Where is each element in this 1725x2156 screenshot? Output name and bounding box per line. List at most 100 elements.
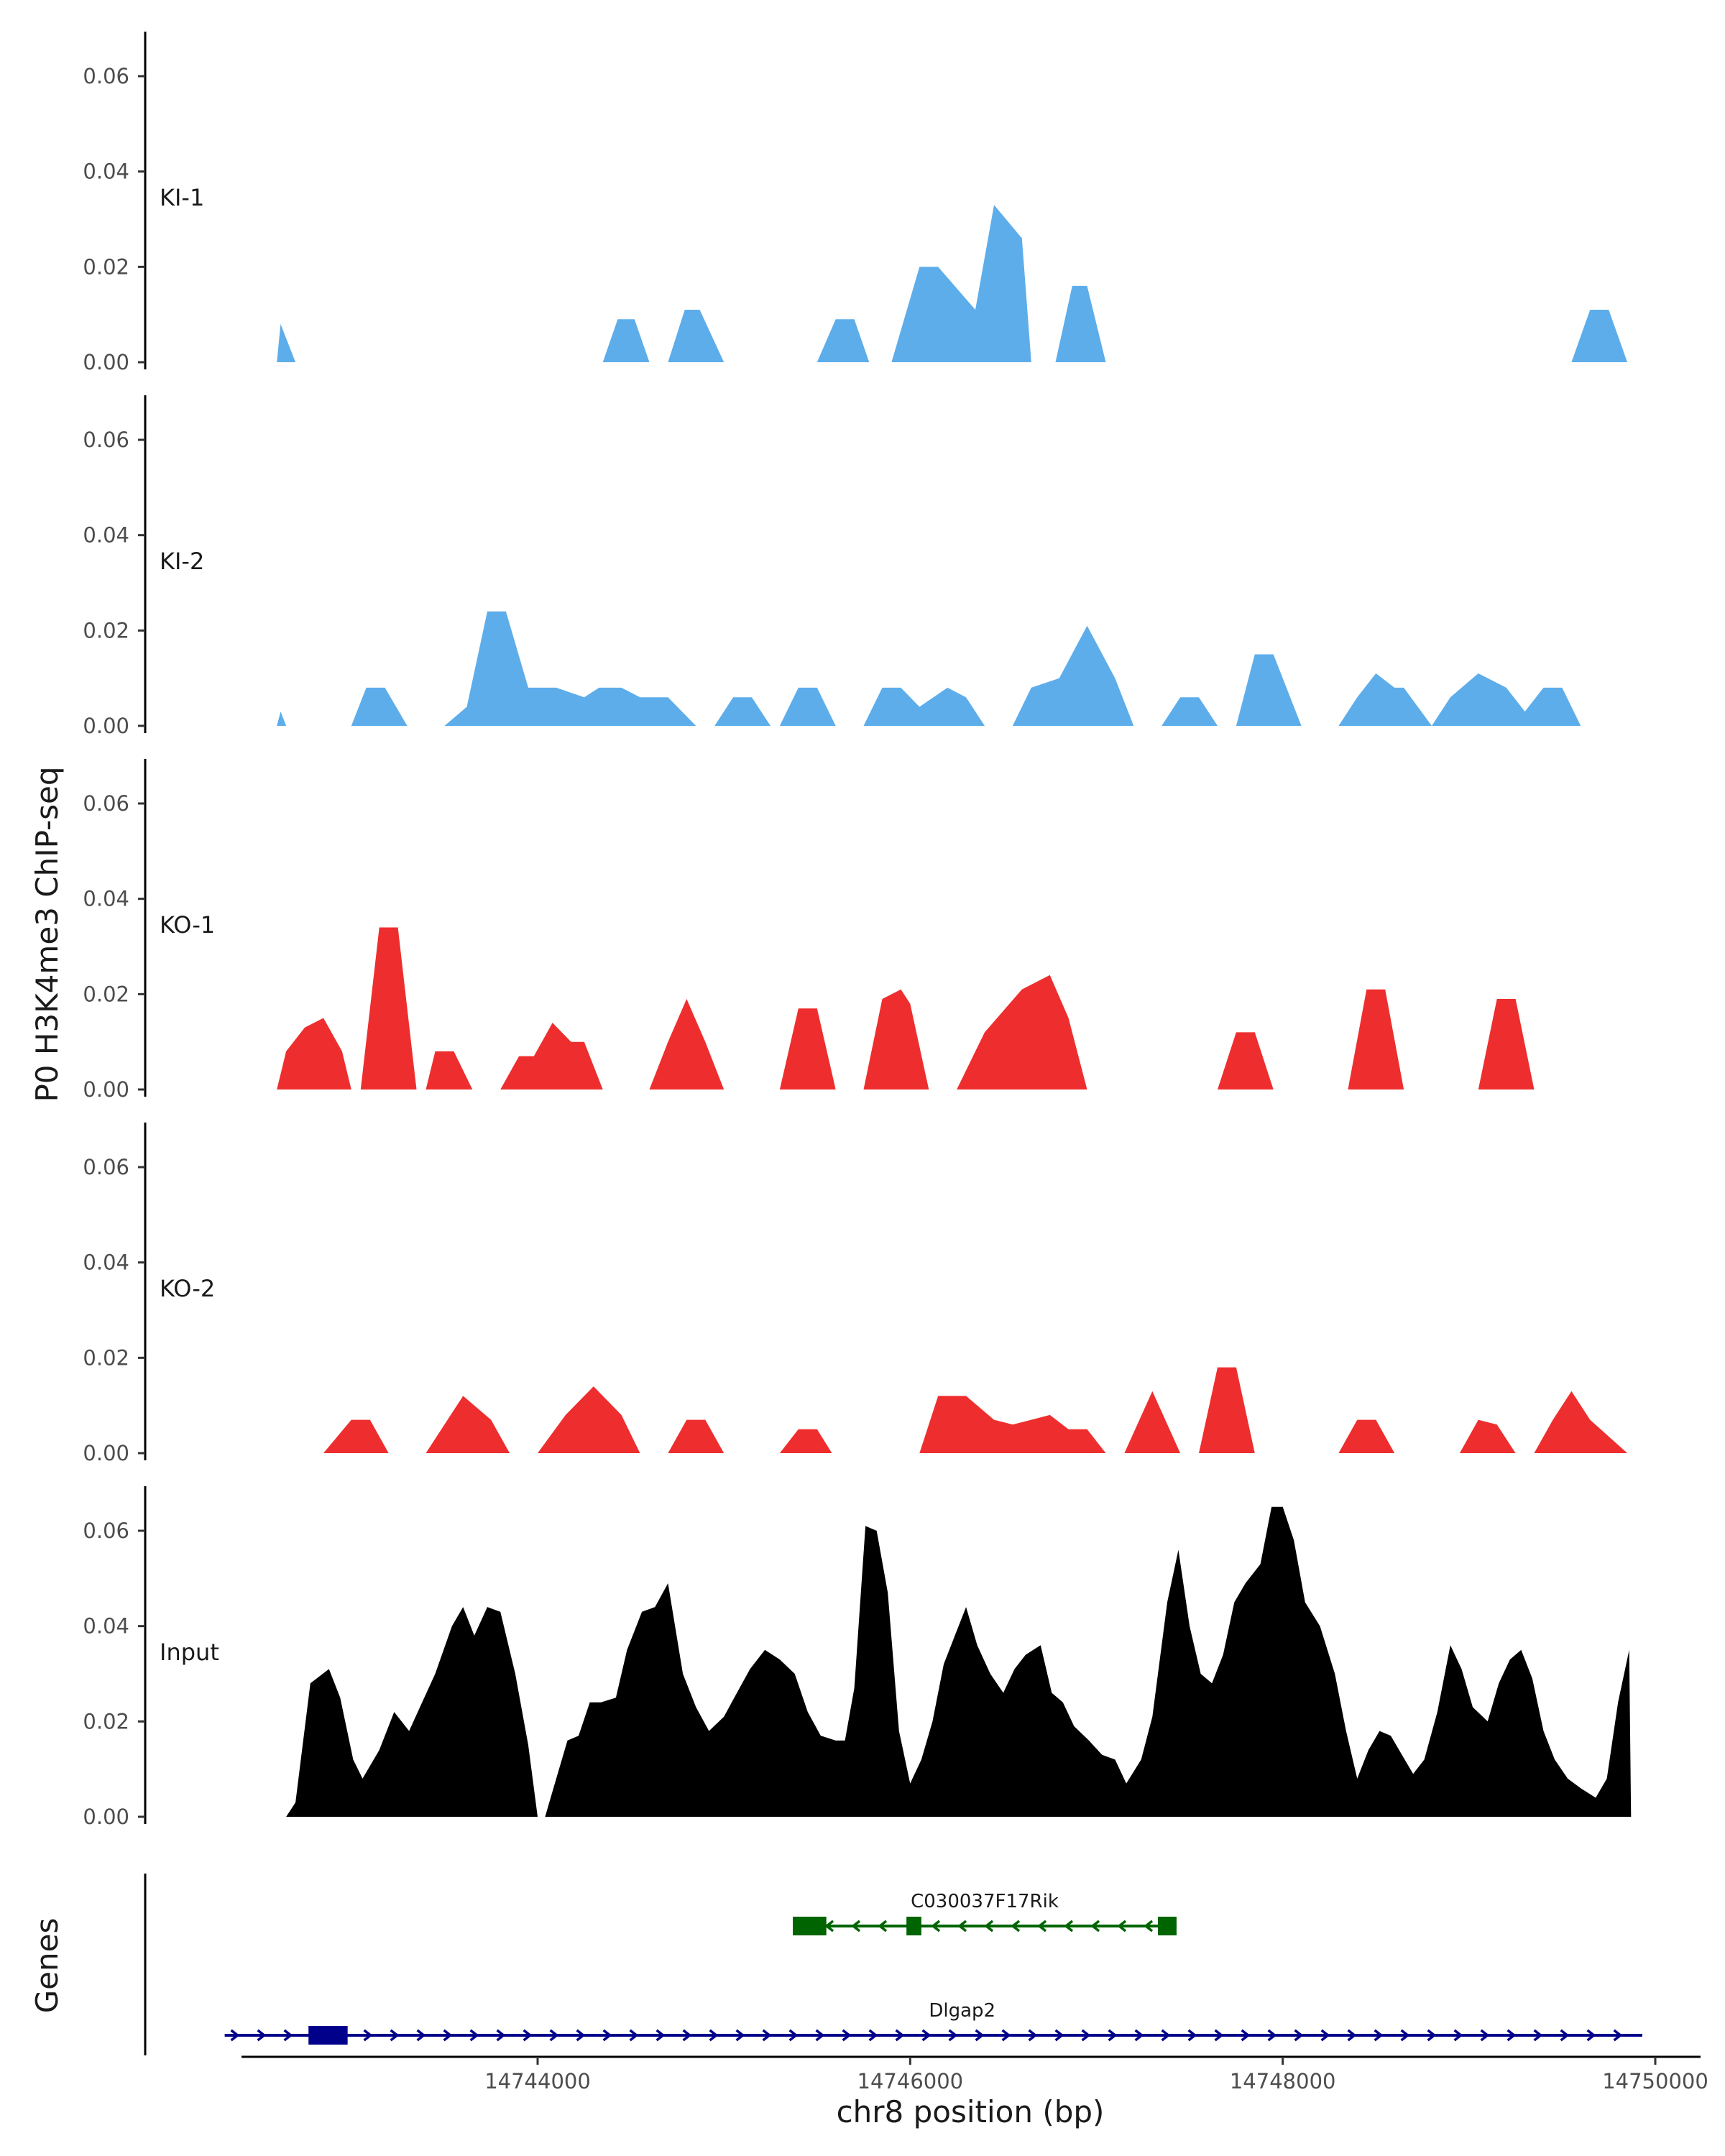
coverage-area [286,1506,1632,1817]
strand-arrow [602,2029,612,2042]
exon [793,1917,827,1935]
strand-arrow [1586,2029,1596,2042]
y-tick-label: 0.02 [83,1345,129,1370]
strand-arrow [230,2029,240,2042]
strand-arrow [788,2029,799,2042]
x-axis: 14744000 14746000 14748000 14750000 [242,2055,1708,2093]
strand-arrow [682,2029,692,2042]
strand-arrow [824,1920,834,1932]
strand-arrow [1090,1920,1100,1932]
track-ko-1: 0.00 0.02 0.04 0.06 KO-1 [83,759,1535,1102]
strand-arrow [931,1920,941,1932]
strand-arrow [443,2029,453,2042]
track-label: KO-1 [160,911,215,939]
track-label: KI-1 [160,184,204,211]
strand-arrow [1241,2029,1251,2042]
y-tick-label: 0.02 [83,1709,129,1733]
strand-arrow [469,2029,479,2042]
strand-arrow [390,2029,400,2042]
y-tick-label: 0.06 [83,791,129,816]
y-tick-label: 0.02 [83,254,129,279]
strand-arrow [1214,2029,1224,2042]
strand-arrow [1347,2029,1357,2042]
strand-arrow [1108,2029,1118,2042]
y-tick-label: 0.06 [83,428,129,452]
strand-arrow [1187,2029,1197,2042]
track-label: Input [160,1639,219,1666]
strand-arrow [1028,2029,1038,2042]
strand-arrow [416,2029,426,2042]
strand-arrow [984,1920,994,1932]
y-tick-label: 0.04 [83,1614,129,1639]
strand-arrow [1613,2029,1623,2042]
track-input: 0.00 0.02 0.04 0.06 Input [83,1486,1632,1829]
strand-arrow [1294,2029,1304,2042]
strand-arrow [1453,2029,1463,2042]
strand-arrow [975,2029,985,2042]
strand-arrow [842,2029,852,2042]
strand-arrow [629,2029,639,2042]
strand-arrow [1427,2029,1437,2042]
coverage-area [277,205,1628,362]
y-tick-label: 0.04 [83,1250,129,1275]
y-tick-label: 0.04 [83,160,129,184]
gene-dlgap2: Dlgap2 [224,2000,1642,2045]
y-tick-label: 0.06 [83,1155,129,1179]
y-tick-label: 0.00 [83,1441,129,1465]
y-tick-label: 0.02 [83,618,129,642]
y-tick-label: 0.04 [83,523,129,548]
strand-arrow [496,2029,506,2042]
exon [308,2026,348,2045]
strand-arrow [868,2029,878,2042]
strand-arrow [1267,2029,1277,2042]
strand-arrow [1560,2029,1570,2042]
strand-arrow [957,1920,967,1932]
genes-layer: C030037F17Rik Dlgap2 [144,1874,1642,2055]
strand-arrow [1533,2029,1543,2042]
y-tick-label: 0.00 [83,1077,129,1102]
gene-c030037f17rik: C030037F17Rik [793,1891,1177,1935]
tracks-layer: 0.00 0.02 0.04 0.06 KI-1 0.00 0.02 0.04 0.06 KI-2… [83,32,1632,1829]
exon [1158,1917,1177,1935]
strand-arrow [1011,1920,1021,1932]
y-tick-label: 0.02 [83,982,129,1006]
genes-axis-title: Genes [29,1918,65,2014]
coverage-area [277,927,1535,1089]
strand-arrow [895,2029,905,2042]
strand-arrow [1320,2029,1330,2042]
coverage-area [323,1367,1628,1453]
strand-arrow [921,2029,932,2042]
track-label: KO-2 [160,1275,215,1302]
y-axis-title: P0 H3K4me3 ChIP-seq [29,766,65,1102]
track-ki-2: 0.00 0.02 0.04 0.06 KI-2 [83,395,1581,738]
strand-arrow [363,2029,373,2042]
strand-arrow [1134,2029,1144,2042]
strand-arrow [257,2029,267,2042]
strand-arrow [709,2029,719,2042]
strand-arrow [1054,2029,1064,2042]
x-tick-label: 14750000 [1602,2069,1708,2093]
track-ki-1: 0.00 0.02 0.04 0.06 KI-1 [83,32,1628,374]
strand-arrow [656,2029,666,2042]
y-tick-label: 0.06 [83,1519,129,1543]
strand-arrow [523,2029,533,2042]
strand-arrow [1001,2029,1011,2042]
strand-arrow [1081,2029,1091,2042]
y-tick-label: 0.00 [83,1805,129,1829]
strand-arrow [1144,1920,1154,1932]
strand-arrow [1037,1920,1047,1932]
strand-arrow [549,2029,559,2042]
gene-label: Dlgap2 [929,2000,995,2022]
x-tick-label: 14748000 [1230,2069,1336,2093]
y-tick-label: 0.00 [83,350,129,374]
strand-arrow [851,1920,861,1932]
x-tick-label: 14746000 [857,2069,964,2093]
strand-arrow [1480,2029,1490,2042]
strand-arrow [1400,2029,1410,2042]
coverage-area [277,611,1581,726]
x-axis-title: chr8 position (bp) [837,2094,1105,2129]
track-label: KI-2 [160,548,204,575]
y-tick-label: 0.04 [83,887,129,911]
strand-arrow [735,2029,745,2042]
strand-arrow [1161,2029,1171,2042]
